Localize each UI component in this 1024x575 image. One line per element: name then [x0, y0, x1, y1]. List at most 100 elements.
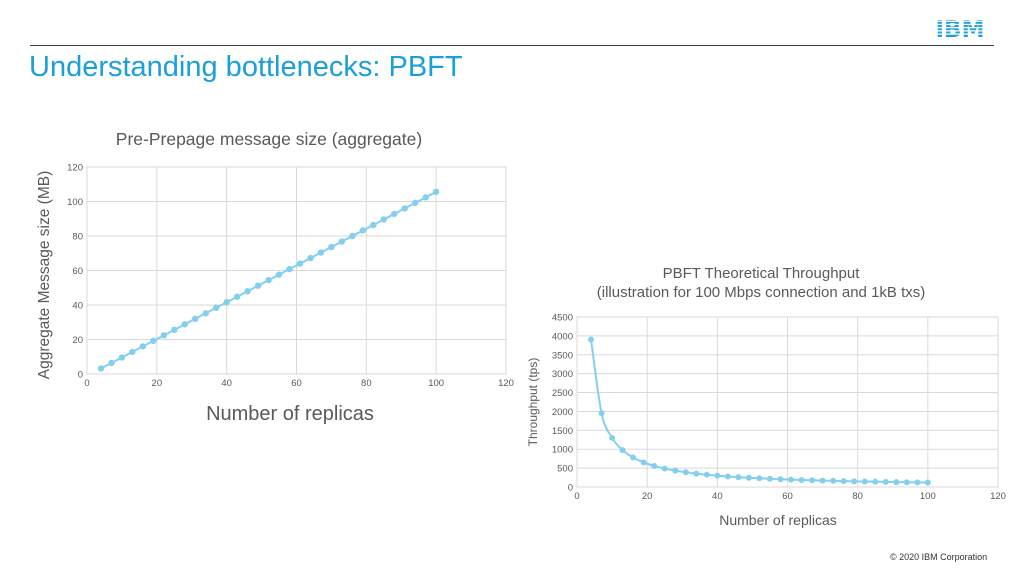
throughput-data-point	[598, 410, 605, 417]
message-size-points	[97, 188, 440, 372]
throughput-y-tick-label: 4000	[552, 331, 573, 342]
throughput-x-tick-label: 100	[920, 491, 936, 502]
message-size-x-axis-label: Number of replicas	[206, 403, 374, 425]
throughput-x-tick-label: 80	[852, 491, 863, 502]
throughput-y-axis-label: Throughput (tps)	[526, 358, 540, 447]
throughput-data-point	[661, 465, 668, 472]
throughput-data-point	[798, 476, 805, 483]
throughput-data-point	[861, 478, 868, 485]
throughput-data-point	[588, 336, 595, 343]
message-size-data-point	[108, 359, 115, 367]
message-size-x-ticks: 0 20 40 60 80 100 120	[84, 378, 514, 389]
throughput-y-tick-label: 3000	[552, 369, 573, 380]
throughput-data-point	[724, 473, 731, 480]
throughput-chart-subtitle: (illustration for 100 Mbps connection an…	[597, 284, 926, 301]
message-size-data-point	[422, 194, 429, 201]
throughput-data-point	[756, 475, 763, 482]
copyright-footer: © 2020 IBM Corporation	[890, 552, 988, 562]
message-size-x-tick-label: 0	[84, 378, 89, 389]
message-size-data-point	[150, 337, 157, 345]
throughput-y-tick-label: 1000	[552, 445, 573, 456]
throughput-data-point	[893, 479, 900, 486]
throughput-data-point	[840, 478, 847, 485]
message-size-x-tick-label: 40	[221, 378, 232, 389]
throughput-data-point	[777, 476, 784, 483]
throughput-y-tick-label: 500	[557, 464, 573, 475]
throughput-data-point	[745, 474, 752, 481]
message-size-data-point	[139, 343, 147, 350]
throughput-x-axis-label: Number of replicas	[719, 512, 837, 528]
message-size-y-tick-label: 40	[72, 301, 83, 312]
message-size-x-tick-label: 80	[361, 378, 372, 389]
message-size-data-point	[338, 238, 346, 245]
throughput-x-tick-label: 120	[990, 491, 1006, 502]
message-size-data-point	[97, 365, 105, 372]
message-size-data-point	[192, 315, 199, 322]
message-size-data-point	[275, 271, 283, 278]
message-size-y-axis-label: Aggregate Message size (MB)	[36, 171, 53, 379]
throughput-chart-title: PBFT Theoretical Throughput	[663, 265, 861, 282]
message-size-data-point	[212, 304, 220, 311]
throughput-data-point	[693, 470, 700, 477]
message-size-gridlines	[86, 166, 507, 375]
throughput-data-point	[851, 478, 858, 485]
message-size-x-tick-label: 20	[152, 378, 163, 389]
header-rule	[30, 45, 994, 46]
message-size-data-point	[233, 293, 241, 300]
message-size-data-point	[349, 232, 356, 240]
throughput-data-point	[630, 454, 637, 461]
throughput-data-point	[924, 479, 931, 486]
throughput-data-point	[903, 479, 910, 486]
message-size-x-tick-label: 60	[291, 378, 302, 389]
throughput-data-point	[714, 472, 721, 479]
message-size-data-point	[286, 265, 293, 273]
message-size-data-point	[432, 188, 440, 196]
ibm-logo: IBM	[926, 18, 994, 40]
throughput-y-tick-label: 3500	[552, 350, 573, 361]
message-size-data-point	[307, 254, 314, 262]
throughput-y-ticks: 0 500 1000 1500 2000 2500 3000 3500 4000 4500	[552, 313, 573, 494]
throughput-data-point	[682, 469, 689, 476]
message-size-data-point	[254, 282, 262, 289]
throughput-data-point	[640, 459, 647, 466]
message-size-data-point	[296, 260, 304, 267]
message-size-data-point	[328, 243, 335, 251]
throughput-x-tick-label: 20	[642, 491, 653, 502]
message-size-data-point	[359, 227, 367, 234]
throughput-data-point	[819, 477, 826, 484]
message-size-data-point	[391, 210, 398, 218]
message-size-chart-title: Pre-Prepage message size (aggregate)	[116, 129, 422, 149]
message-size-data-point	[401, 205, 408, 212]
throughput-y-tick-label: 1500	[552, 426, 573, 437]
throughput-data-point	[609, 434, 616, 441]
throughput-data-point	[809, 477, 816, 484]
message-size-data-point	[244, 288, 251, 295]
throughput-data-point	[914, 479, 921, 486]
throughput-data-point	[830, 477, 837, 484]
throughput-data-point	[766, 475, 773, 482]
throughput-y-tick-label: 4500	[552, 313, 573, 324]
throughput-x-tick-label: 60	[782, 491, 793, 502]
message-size-data-point	[118, 354, 126, 361]
message-size-data-point	[181, 321, 188, 328]
throughput-x-tick-label: 40	[712, 491, 723, 502]
message-size-data-point	[160, 332, 168, 339]
message-size-data-point	[223, 299, 230, 306]
throughput-data-point	[735, 474, 742, 481]
throughput-y-tick-label: 2000	[552, 407, 573, 418]
throughput-data-point	[619, 447, 626, 454]
throughput-points	[588, 336, 931, 486]
throughput-data-point	[882, 478, 889, 485]
message-size-data-point	[129, 348, 136, 356]
message-size-data-point	[317, 249, 325, 256]
message-size-data-point	[171, 326, 178, 334]
throughput-x-tick-label: 0	[574, 491, 579, 502]
throughput-data-point	[703, 471, 710, 478]
slide-title: Understanding bottlenecks: PBFT	[29, 51, 463, 83]
message-size-y-tick-label: 0	[78, 370, 83, 381]
message-size-y-tick-label: 80	[72, 232, 83, 243]
message-size-x-tick-label: 100	[428, 378, 444, 389]
throughput-data-point	[651, 462, 658, 469]
